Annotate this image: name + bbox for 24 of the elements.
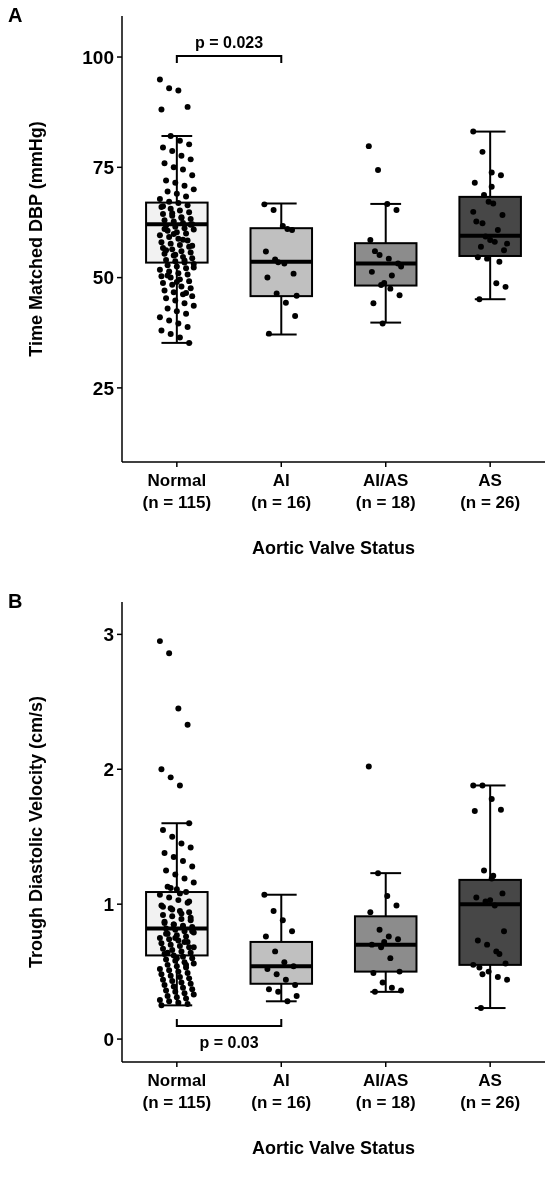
x-tick-label: AI (n = 16) [251,471,312,512]
y-tick-label: 3 [103,624,114,646]
chart-title: B [8,590,23,612]
x-tick-label: AS (n = 26) [460,471,521,512]
y-tick-label: 100 [82,46,114,68]
x-axis-title: Aortic Valve Status [251,538,416,558]
y-axis-title: Trough Diastolic Velocity (cm/s) [26,695,46,969]
x-tick-label: AI (n = 16) [251,1071,312,1112]
chart-title: A [8,4,23,26]
y-tick-label: 75 [92,156,115,178]
y-axis-title: Time Matched DBP (mmHg) [26,121,46,357]
x-axis-title: Aortic Valve Status [251,1138,416,1158]
x-tick-label: Normal (n = 115) [142,1071,212,1112]
x-tick-label: Normal (n = 115) [142,471,212,512]
annotation: p = 0.023 [195,34,264,51]
annotation: p = 0.03 [199,1034,259,1051]
y-tick-label: 50 [92,267,114,289]
y-tick-label: 25 [92,377,115,399]
x-tick-label: AS (n = 26) [460,1071,521,1112]
x-tick-label: AI/AS (n = 18) [355,471,416,512]
y-tick-label: 0 [103,1028,114,1050]
x-tick-label: AI/AS (n = 18) [355,1071,416,1112]
y-tick-label: 2 [103,758,114,780]
y-tick-label: 1 [103,893,115,915]
